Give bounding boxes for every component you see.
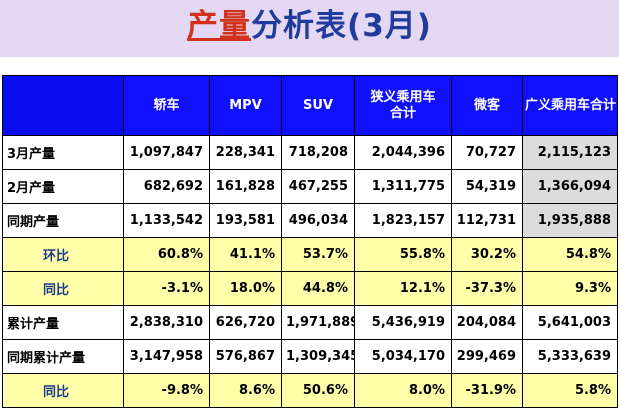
header-corner [2, 75, 124, 136]
table-cell: -3.1% [123, 271, 210, 306]
table-cell: 2,044,396 [354, 135, 452, 170]
table-cell: 467,255 [281, 169, 355, 204]
table-cell: 1,309,345 [281, 339, 355, 374]
table-cell: 5,436,919 [354, 305, 452, 340]
table-cell: 5,034,170 [354, 339, 452, 374]
table-row: 同期累计产量 3,147,958 576,867 1,309,345 5,034,170… [2, 339, 618, 374]
table-row: 同比 -9.8% 8.6% 50.6% 8.0% -31.9% 5.8% [2, 373, 618, 408]
table-cell: 30.2% [451, 237, 523, 272]
table-cell: 5.8% [522, 373, 618, 408]
row-label: 累计产量 [2, 305, 124, 340]
table-cell: 1,935,888 [522, 203, 618, 238]
table-cell: 682,692 [123, 169, 210, 204]
table-cell: 112,731 [451, 203, 523, 238]
table-cell: 41.1% [209, 237, 282, 272]
table-cell: 5,333,639 [522, 339, 618, 374]
table-cell: 1,366,094 [522, 169, 618, 204]
table-cell: 161,828 [209, 169, 282, 204]
row-label: 同期产量 [2, 203, 124, 238]
table-cell: 299,469 [451, 339, 523, 374]
title-rest: 分析表(3月) [251, 8, 432, 44]
title-highlight: 产量 [187, 8, 252, 44]
table-body: 轿车 MPV SUV 狭义乘用车 合计 微客 广义乘用车合计 3月产量 1,097,847 22… [2, 75, 618, 408]
table-cell: 3,147,958 [123, 339, 210, 374]
table-cell: 1,311,775 [354, 169, 452, 204]
table-cell: 1,133,542 [123, 203, 210, 238]
row-label: 2月产量 [2, 169, 124, 204]
table-cell: -9.8% [123, 373, 210, 408]
table-cell: 1,971,889 [281, 305, 355, 340]
table-cell: 53.7% [281, 237, 355, 272]
table-cell: 2,115,123 [522, 135, 618, 170]
column-header: MPV [209, 75, 282, 136]
column-header: 狭义乘用车 合计 [354, 75, 452, 136]
table-cell: 12.1% [354, 271, 452, 306]
table-cell: 1,097,847 [123, 135, 210, 170]
table-cell: 1,823,157 [354, 203, 452, 238]
table-cell: 8.0% [354, 373, 452, 408]
title-band [0, 0, 619, 57]
table-cell: 2,838,310 [123, 305, 210, 340]
table-cell: -37.3% [451, 271, 523, 306]
table-cell: 496,034 [281, 203, 355, 238]
table-cell: 18.0% [209, 271, 282, 306]
table-row: 2月产量 682,692 161,828 467,255 1,311,775 54,319… [2, 169, 618, 204]
table-cell: 55.8% [354, 237, 452, 272]
row-label: 3月产量 [2, 135, 124, 170]
table-cell: 5,641,003 [522, 305, 618, 340]
row-label: 同期累计产量 [2, 339, 124, 374]
column-header: 微客 [451, 75, 523, 136]
table-cell: 9.3% [522, 271, 618, 306]
column-header: 广义乘用车合计 [522, 75, 618, 136]
row-label: 环比 [2, 237, 124, 272]
page-title: 产量分析表(3月) [0, 2, 619, 50]
table-cell: 54,319 [451, 169, 523, 204]
row-label: 同比 [2, 271, 124, 306]
table-cell: 626,720 [209, 305, 282, 340]
header-row: 轿车 MPV SUV 狭义乘用车 合计 微客 广义乘用车合计 [2, 75, 618, 136]
table-cell: 50.6% [281, 373, 355, 408]
table-cell: 54.8% [522, 237, 618, 272]
table-cell: 228,341 [209, 135, 282, 170]
table-cell: 60.8% [123, 237, 210, 272]
production-table: 轿车 MPV SUV 狭义乘用车 合计 微客 广义乘用车合计 3月产量 1,097,847 22… [2, 75, 618, 408]
table-cell: 70,727 [451, 135, 523, 170]
table-cell: 204,084 [451, 305, 523, 340]
table-cell: -31.9% [451, 373, 523, 408]
table-row: 3月产量 1,097,847 228,341 718,208 2,044,396 70,7… [2, 135, 618, 170]
table-row: 累计产量 2,838,310 626,720 1,971,889 5,436,919 20… [2, 305, 618, 340]
column-header: SUV [281, 75, 355, 136]
table-cell: 8.6% [209, 373, 282, 408]
table-cell: 718,208 [281, 135, 355, 170]
table-row: 环比 60.8% 41.1% 53.7% 55.8% 30.2% 54.8% [2, 237, 618, 272]
table-cell: 576,867 [209, 339, 282, 374]
table-row: 同期产量 1,133,542 193,581 496,034 1,823,157 112,… [2, 203, 618, 238]
table-cell: 193,581 [209, 203, 282, 238]
table-row: 同比 -3.1% 18.0% 44.8% 12.1% -37.3% 9.3% [2, 271, 618, 306]
table-cell: 44.8% [281, 271, 355, 306]
row-label: 同比 [2, 373, 124, 408]
column-header: 轿车 [123, 75, 210, 136]
